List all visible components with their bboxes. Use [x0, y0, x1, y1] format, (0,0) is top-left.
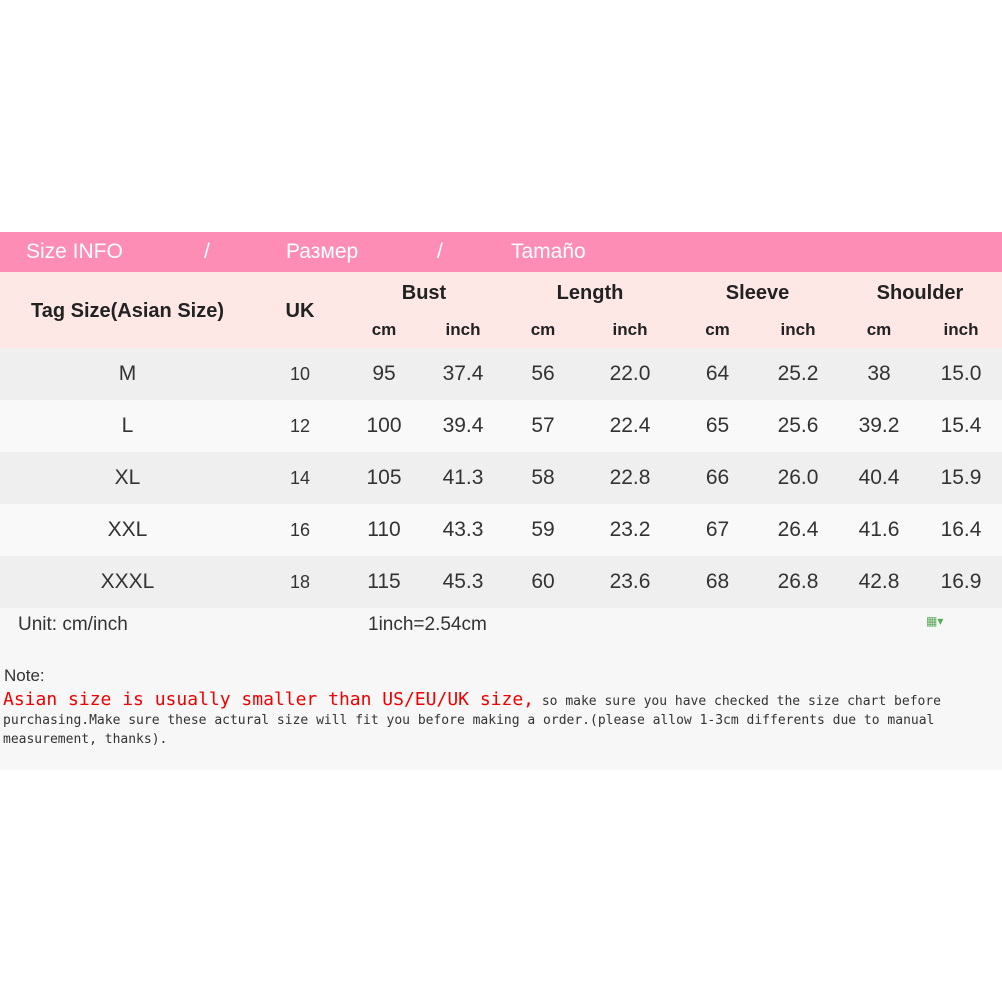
cell-uk: 14	[289, 468, 311, 488]
cell-uk: 18	[289, 572, 311, 592]
cell-length-cm: 56	[531, 362, 555, 385]
cell-uk: 10	[289, 364, 311, 384]
cell-sleeve-inch: 25.2	[777, 362, 819, 385]
footer: Unit: cm/inch 1inch=2.54cm ▦▾ Note: Asia…	[0, 608, 1002, 770]
cell-bust-inch: 41.3	[442, 466, 484, 489]
cell-length-inch: 22.8	[609, 466, 651, 489]
cell-bust-cm: 95	[372, 362, 396, 385]
banner-title-en: Size INFO	[26, 240, 123, 263]
header-unit-cm: cm	[866, 320, 892, 339]
cell-bust-cm: 105	[366, 466, 402, 489]
header-unit-cm: cm	[371, 320, 397, 339]
header-unit-inch: inch	[445, 320, 481, 339]
cell-shoulder-inch: 15.9	[940, 466, 982, 489]
header-tag-size: Tag Size(Asian Size)	[30, 300, 224, 322]
cell-sleeve-inch: 26.0	[777, 466, 819, 489]
cell-bust-cm: 115	[367, 570, 401, 593]
note-label: Note:	[4, 666, 45, 685]
header-unit-cm: cm	[705, 320, 730, 339]
cell-shoulder-inch: 16.4	[940, 518, 982, 541]
unit-label: Unit: cm/inch	[18, 614, 128, 635]
cell-length-cm: 59	[531, 518, 555, 541]
cell-bust-inch: 43.3	[442, 518, 484, 541]
cell-sleeve-inch: 25.6	[777, 414, 819, 437]
header-length: Length	[556, 282, 624, 304]
header-uk: UK	[285, 300, 315, 322]
note-text: Asian size is usually smaller than US/EU…	[3, 690, 1001, 749]
note-warning: Asian size is usually smaller than US/EU…	[3, 689, 535, 710]
cell-shoulder-cm: 39.2	[858, 414, 900, 437]
banner-separator: /	[437, 240, 443, 263]
header-unit-inch: inch	[943, 320, 979, 339]
size-info-banner: Size INFO / Размер / Tamaño	[0, 232, 1002, 272]
cell-length-cm: 60	[531, 570, 555, 593]
cell-length-inch: 23.6	[609, 570, 651, 593]
header-unit-inch: inch	[780, 320, 816, 339]
cell-bust-inch: 39.4	[442, 414, 484, 437]
cell-sleeve-inch: 26.4	[777, 518, 819, 541]
banner-separator: /	[204, 240, 210, 263]
cell-uk: 16	[289, 520, 311, 540]
cell-sleeve-inch: 26.8	[777, 570, 819, 593]
cell-tag-size: XXXL	[100, 570, 155, 593]
cell-length-cm: 57	[531, 414, 555, 437]
cell-sleeve-cm: 66	[705, 466, 730, 489]
table-row: XXL 16 110 43.3 59 23.2 67 26.4 41.6 16.4	[0, 504, 1002, 556]
header-unit-inch: inch	[612, 320, 648, 339]
cell-tag-size: M	[118, 362, 137, 385]
note-body: so make sure you have checked the size c…	[3, 694, 942, 747]
cell-sleeve-cm: 65	[705, 414, 730, 437]
cell-length-inch: 22.0	[609, 362, 651, 385]
cell-shoulder-cm: 41.6	[858, 518, 900, 541]
paste-options-icon[interactable]: ▦▾	[926, 614, 944, 628]
banner-title-ru: Размер	[286, 240, 359, 263]
cell-shoulder-cm: 38	[867, 362, 891, 385]
cell-tag-size: XL	[114, 466, 141, 489]
cell-sleeve-cm: 68	[705, 570, 730, 593]
banner-title-es: Tamaño	[511, 240, 586, 263]
cell-bust-cm: 100	[366, 414, 402, 437]
header-bust: Bust	[401, 282, 447, 304]
conversion-label: 1inch=2.54cm	[368, 614, 487, 635]
cell-sleeve-cm: 67	[705, 518, 730, 541]
cell-tag-size: L	[121, 414, 134, 437]
header-shoulder: Shoulder	[876, 282, 964, 304]
cell-length-cm: 58	[531, 466, 555, 489]
cell-tag-size: XXL	[107, 518, 148, 541]
header-unit-cm: cm	[530, 320, 556, 339]
table-row: XL 14 105 41.3 58 22.8 66 26.0 40.4 15.9	[0, 452, 1002, 504]
cell-shoulder-cm: 42.8	[858, 570, 900, 593]
table-row: XXXL 18 115 45.3 60 23.6 68 26.8 42.8 16.9	[0, 556, 1002, 608]
cell-bust-inch: 45.3	[442, 570, 484, 593]
table-row: M 10 95 37.4 56 22.0 64 25.2 38 15.0	[0, 348, 1002, 400]
cell-length-inch: 22.4	[609, 414, 651, 437]
cell-shoulder-inch: 16.9	[940, 570, 982, 593]
cell-sleeve-cm: 64	[705, 362, 730, 385]
cell-shoulder-inch: 15.0	[940, 362, 982, 385]
cell-bust-cm: 110	[367, 518, 401, 541]
header-sleeve: Sleeve	[725, 282, 790, 304]
cell-length-inch: 23.2	[609, 518, 651, 541]
cell-uk: 12	[289, 416, 311, 436]
cell-bust-inch: 37.4	[442, 362, 484, 385]
table-header: Tag Size(Asian Size) UK Bust Length Slee…	[0, 272, 1002, 348]
table-row: L 12 100 39.4 57 22.4 65 25.6 39.2 15.4	[0, 400, 1002, 452]
cell-shoulder-cm: 40.4	[858, 466, 900, 489]
cell-shoulder-inch: 15.4	[940, 414, 982, 437]
